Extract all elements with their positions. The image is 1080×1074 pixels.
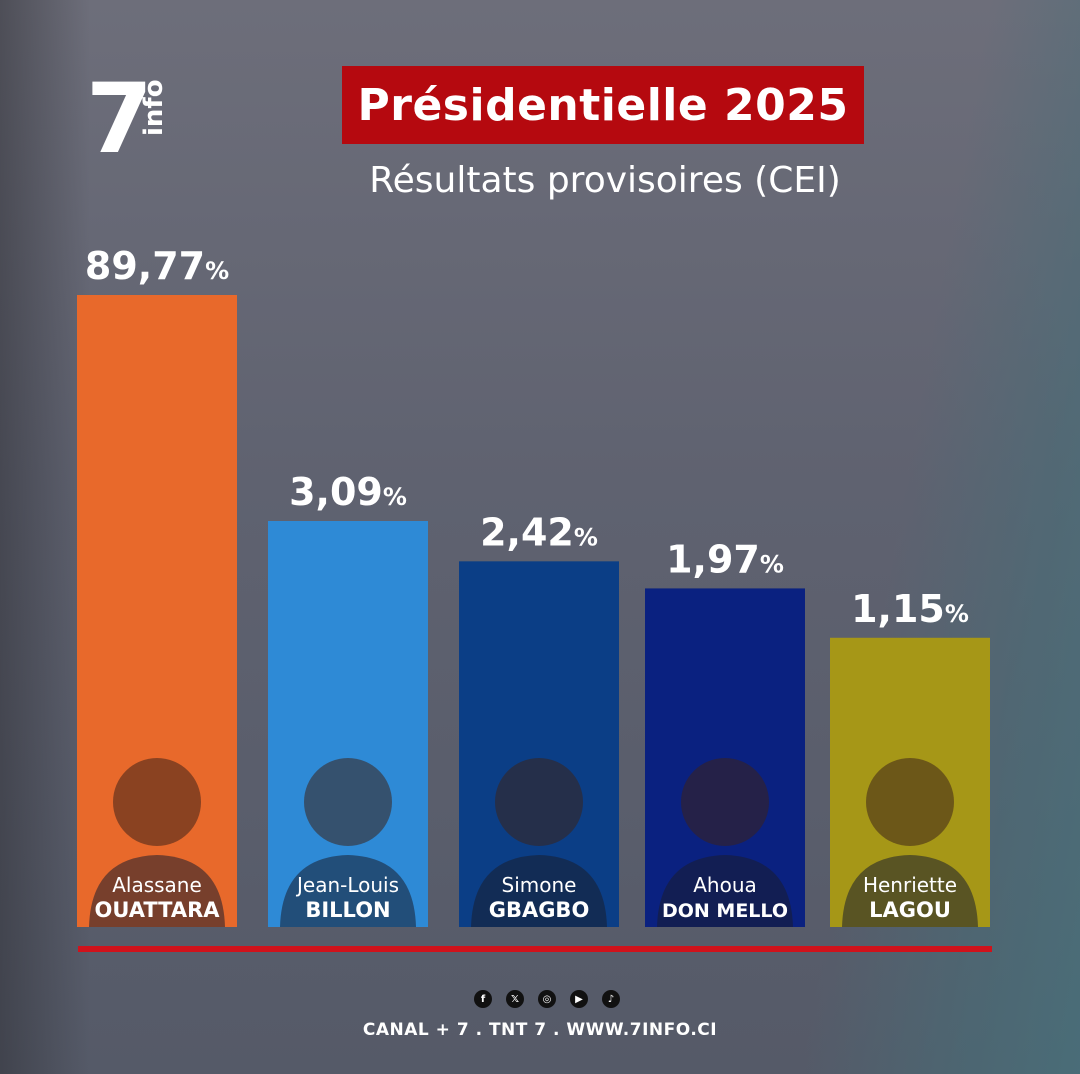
portrait-icon: [495, 758, 583, 846]
page-title: Présidentielle 2025: [342, 66, 864, 144]
value-percent: %: [205, 257, 229, 285]
value-percent: %: [574, 523, 598, 551]
background-shade: [0, 0, 90, 1074]
value-label: 1,97%: [666, 537, 784, 581]
candidate-first-name: Simone: [502, 873, 577, 897]
candidate-last-name: BILLON: [305, 898, 390, 922]
portrait-icon: [866, 758, 954, 846]
social-links: f 𝕏 ◎ ▶ ♪: [474, 990, 620, 1008]
page-subtitle: Résultats provisoires (CEI): [369, 160, 841, 201]
candidate-last-name: OUATTARA: [94, 898, 220, 922]
portrait-shoulders: [657, 855, 793, 927]
candidate-first-name: Jean-Louis: [295, 873, 399, 897]
value-number: 1,97: [666, 537, 760, 581]
candidate-last-name: DON MELLO: [662, 900, 788, 922]
value-percent: %: [383, 483, 407, 511]
facebook-icon[interactable]: f: [474, 990, 492, 1008]
portrait-icon: [113, 758, 201, 846]
bar-group: 1,97% Ahoua DON MELLO: [645, 537, 805, 927]
value-percent: %: [945, 600, 969, 628]
candidate-last-name: LAGOU: [869, 898, 951, 922]
brand-logo: 7 info: [86, 70, 169, 160]
footer-channels: CANAL + 7 . TNT 7 . WWW.7INFO.CI: [362, 1020, 718, 1040]
candidate-first-name: Henriette: [863, 873, 957, 897]
portrait-icon: [304, 758, 392, 846]
value-number: 1,15: [851, 587, 945, 631]
value-number: 89,77: [85, 244, 205, 288]
value-label: 89,77%: [85, 244, 229, 288]
portrait-icon: [681, 758, 769, 846]
value-number: 2,42: [480, 510, 574, 554]
instagram-icon[interactable]: ◎: [538, 990, 556, 1008]
youtube-icon[interactable]: ▶: [570, 990, 588, 1008]
value-label: 2,42%: [480, 510, 598, 554]
candidate-last-name: GBAGBO: [489, 898, 590, 922]
portrait-shoulders: [471, 855, 607, 927]
value-label: 1,15%: [851, 587, 969, 631]
candidate-first-name: Alassane: [112, 873, 202, 897]
x-icon[interactable]: 𝕏: [506, 990, 524, 1008]
portrait-shoulders: [89, 855, 225, 927]
candidate-first-name: Ahoua: [693, 873, 757, 897]
value-number: 3,09: [289, 470, 383, 514]
value-label: 3,09%: [289, 470, 407, 514]
portrait-shoulders: [280, 855, 416, 927]
logo-word: info: [139, 79, 169, 136]
tiktok-icon[interactable]: ♪: [602, 990, 620, 1008]
chart-baseline: [78, 946, 992, 952]
logo-numeral: 7: [86, 70, 153, 160]
value-percent: %: [760, 550, 784, 578]
portrait-shoulders: [842, 855, 978, 927]
